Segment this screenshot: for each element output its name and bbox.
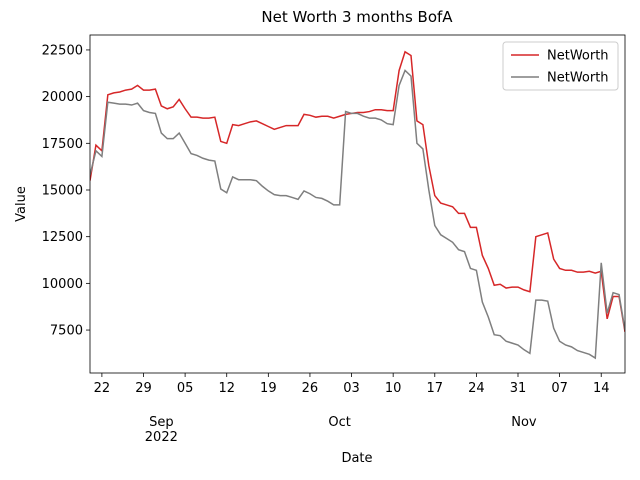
- y-tick-label: 17500: [42, 137, 83, 152]
- y-tick-label: 7500: [50, 324, 83, 339]
- y-tick-label: 10000: [42, 277, 83, 292]
- y-axis-label: Value: [14, 186, 29, 222]
- y-tick-label: 12500: [42, 230, 83, 245]
- x-tick-label: 07: [551, 381, 568, 396]
- line-series: [90, 69, 625, 360]
- x-month-label: Sep: [149, 415, 174, 430]
- x-tick-label: 05: [177, 381, 194, 396]
- x-tick-label: 10: [385, 381, 402, 396]
- legend-label: NetWorth: [547, 49, 609, 64]
- y-tick-label: 20000: [42, 90, 83, 105]
- x-month-label: Nov: [511, 415, 537, 430]
- x-tick-label: 31: [510, 381, 527, 396]
- axes-frame: [89, 34, 626, 374]
- x-tick-label: 12: [218, 381, 235, 396]
- x-year-label: 2022: [145, 430, 178, 445]
- x-tick-label: 22: [94, 381, 111, 396]
- x-tick-label: 17: [427, 381, 444, 396]
- y-tick-label: 15000: [42, 183, 83, 198]
- x-tick-label: 19: [260, 381, 277, 396]
- x-axis-label: Date: [341, 451, 372, 466]
- y-tick-label: 22500: [42, 43, 83, 58]
- x-tick-label: 26: [302, 381, 319, 396]
- x-tick-label: 24: [468, 381, 485, 396]
- x-tick-label: 29: [135, 381, 152, 396]
- x-tick-label: 03: [343, 381, 360, 396]
- x-month-label: Oct: [328, 415, 350, 430]
- legend-box: [502, 41, 619, 91]
- legend-label: NetWorth: [547, 71, 609, 86]
- x-tick-label: 14: [593, 381, 610, 396]
- line-series: [90, 50, 625, 333]
- chart-title: Net Worth 3 months BofA: [261, 8, 453, 26]
